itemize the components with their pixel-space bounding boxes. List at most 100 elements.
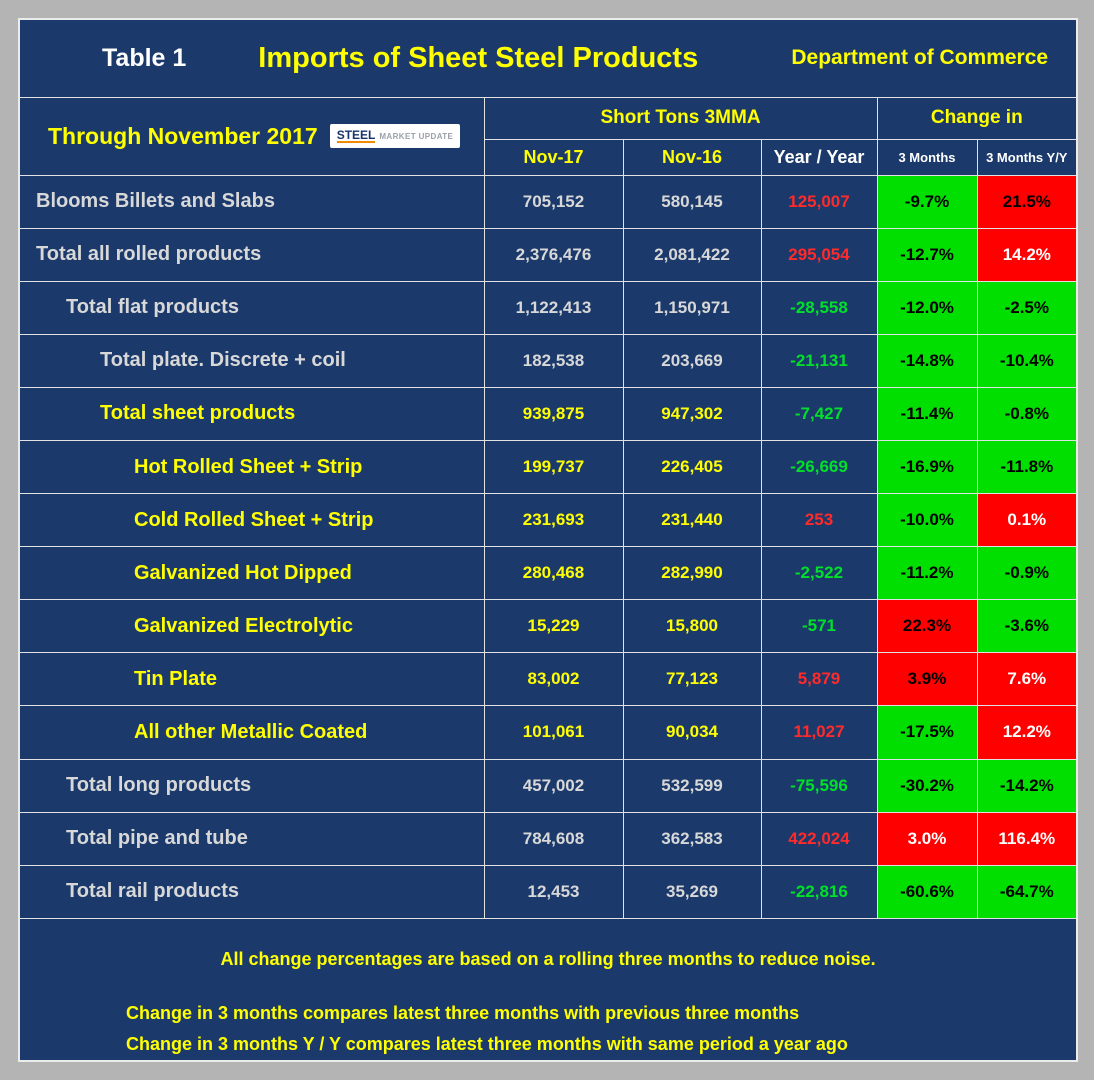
- row-label: All other Metallic Coated: [18, 705, 485, 760]
- steel-market-update-logo: STEEL MARKET UPDATE: [329, 124, 461, 148]
- change-3-months-value: 3.9%: [876, 652, 978, 707]
- change-3-months-value: -12.7%: [876, 227, 978, 282]
- nov17-value: 182,538: [483, 333, 624, 388]
- change-3-months-yy-value: -64.7%: [976, 864, 1078, 920]
- row-label: Galvanized Electrolytic: [18, 599, 485, 654]
- nov16-value: 2,081,422: [622, 227, 762, 282]
- page-title: Imports of Sheet Steel Products: [258, 41, 699, 74]
- nov17-value: 101,061: [483, 705, 624, 760]
- change-3-months-yy-value: 7.6%: [976, 652, 1078, 707]
- table-row: Galvanized Hot Dipped 280,468 282,990 -2,52…: [18, 546, 1078, 601]
- row-label: Total flat products: [18, 280, 485, 335]
- nov16-value: 362,583: [622, 811, 762, 866]
- note-change-3-months-yy: Change in 3 months Y / Y compares latest…: [126, 1034, 848, 1054]
- col-header-3-months-yy: 3 Months Y/Y: [976, 138, 1078, 176]
- year-year-value: 422,024: [760, 811, 878, 866]
- change-3-months-yy-value: -2.5%: [976, 280, 1078, 335]
- row-label: Blooms Billets and Slabs: [18, 174, 485, 229]
- table-row: Total plate. Discrete + coil 182,538 203,6…: [18, 333, 1078, 388]
- row-label: Total long products: [18, 758, 485, 813]
- year-year-value: -21,131: [760, 333, 878, 388]
- nov17-value: 83,002: [483, 652, 624, 707]
- row-label: Total all rolled products: [18, 227, 485, 282]
- change-3-months-yy-value: -0.8%: [976, 386, 1078, 441]
- change-3-months-yy-value: 14.2%: [976, 227, 1078, 282]
- title-cell: Table 1 Imports of Sheet Steel Products …: [18, 18, 1078, 98]
- year-year-value: -26,669: [760, 439, 878, 495]
- table-row: Tin Plate 83,002 77,123 5,879 3.9% 7.6%: [18, 652, 1078, 707]
- nov16-value: 282,990: [622, 546, 762, 601]
- nov16-value: 77,123: [622, 652, 762, 707]
- source-label: Department of Commerce: [791, 46, 1049, 70]
- change-3-months-yy-value: 21.5%: [976, 174, 1078, 229]
- group-header-row: Through November 2017 STEEL MARKET UPDAT…: [18, 96, 1078, 176]
- imports-table: Table 1 Imports of Sheet Steel Products …: [18, 18, 1079, 1062]
- change-3-months-yy-value: -14.2%: [976, 758, 1078, 813]
- col-header-year-year: Year / Year: [760, 138, 878, 176]
- table-row: Total rail products 12,453 35,269 -22,816 -6…: [18, 864, 1078, 920]
- col-header-nov17: Nov-17: [483, 138, 624, 176]
- row-label: Total rail products: [18, 864, 485, 920]
- year-year-value: 5,879: [760, 652, 878, 707]
- nov16-value: 15,800: [622, 599, 762, 654]
- nov17-value: 457,002: [483, 758, 624, 813]
- logo-steel-text: STEEL: [336, 128, 376, 143]
- year-year-value: 11,027: [760, 705, 878, 760]
- note-change-3-months: Change in 3 months compares latest three…: [126, 1003, 800, 1023]
- table-body: Blooms Billets and Slabs 705,152 580,145 12…: [18, 174, 1078, 920]
- change-3-months-yy-value: -0.9%: [976, 546, 1078, 601]
- year-year-value: -2,522: [760, 546, 878, 601]
- group-header-short-tons: Short Tons 3MMA: [483, 96, 878, 140]
- year-year-value: -7,427: [760, 386, 878, 441]
- change-3-months-value: -9.7%: [876, 174, 978, 229]
- change-3-months-yy-value: 116.4%: [976, 811, 1078, 866]
- nov17-value: 784,608: [483, 811, 624, 866]
- nov16-value: 580,145: [622, 174, 762, 229]
- table-number-label: Table 1: [102, 43, 187, 72]
- change-3-months-value: -17.5%: [876, 705, 978, 760]
- nov17-value: 939,875: [483, 386, 624, 441]
- table-row: Total long products 457,002 532,599 -75,596…: [18, 758, 1078, 813]
- nov16-value: 1,150,971: [622, 280, 762, 335]
- nov17-value: 705,152: [483, 174, 624, 229]
- period-label: Through November 2017: [48, 122, 318, 149]
- table-row: Total all rolled products 2,376,476 2,081,…: [18, 227, 1078, 282]
- note-rolling-three-months: All change percentages are based on a ro…: [220, 949, 876, 969]
- title-bar: Table 1 Imports of Sheet Steel Products …: [18, 18, 1078, 98]
- col-header-nov16: Nov-16: [622, 138, 762, 176]
- row-label: Total pipe and tube: [18, 811, 485, 866]
- year-year-value: -28,558: [760, 280, 878, 335]
- change-3-months-value: -11.4%: [876, 386, 978, 441]
- change-3-months-value: -12.0%: [876, 280, 978, 335]
- nov16-value: 90,034: [622, 705, 762, 760]
- row-label: Cold Rolled Sheet + Strip: [18, 493, 485, 548]
- table-row: Cold Rolled Sheet + Strip 231,693 231,440 2…: [18, 493, 1078, 548]
- nov16-value: 35,269: [622, 864, 762, 920]
- nov17-value: 199,737: [483, 439, 624, 495]
- year-year-value: -571: [760, 599, 878, 654]
- logo-market-update-text: MARKET UPDATE: [379, 132, 454, 141]
- change-3-months-value: -16.9%: [876, 439, 978, 495]
- year-year-value: 125,007: [760, 174, 878, 229]
- row-label: Hot Rolled Sheet + Strip: [18, 439, 485, 495]
- row-label: Total plate. Discrete + coil: [18, 333, 485, 388]
- change-3-months-value: -14.8%: [876, 333, 978, 388]
- change-3-months-yy-value: -3.6%: [976, 599, 1078, 654]
- change-3-months-yy-value: 12.2%: [976, 705, 1078, 760]
- nov16-value: 947,302: [622, 386, 762, 441]
- table-row: Total flat products 1,122,413 1,150,971 -28…: [18, 280, 1078, 335]
- change-3-months-yy-value: -10.4%: [976, 333, 1078, 388]
- change-3-months-value: -60.6%: [876, 864, 978, 920]
- table-row: All other Metallic Coated 101,061 90,034 11…: [18, 705, 1078, 760]
- table-row: Total sheet products 939,875 947,302 -7,427…: [18, 386, 1078, 441]
- change-3-months-value: -11.2%: [876, 546, 978, 601]
- nov16-value: 203,669: [622, 333, 762, 388]
- nov17-value: 2,376,476: [483, 227, 624, 282]
- change-3-months-value: -10.0%: [876, 493, 978, 548]
- change-3-months-yy-value: -11.8%: [976, 439, 1078, 495]
- nov17-value: 231,693: [483, 493, 624, 548]
- change-3-months-yy-value: 0.1%: [976, 493, 1078, 548]
- nov17-value: 12,453: [483, 864, 624, 920]
- table-row: Total pipe and tube 784,608 362,583 422,024…: [18, 811, 1078, 866]
- table-row: Galvanized Electrolytic 15,229 15,800 -571 2…: [18, 599, 1078, 654]
